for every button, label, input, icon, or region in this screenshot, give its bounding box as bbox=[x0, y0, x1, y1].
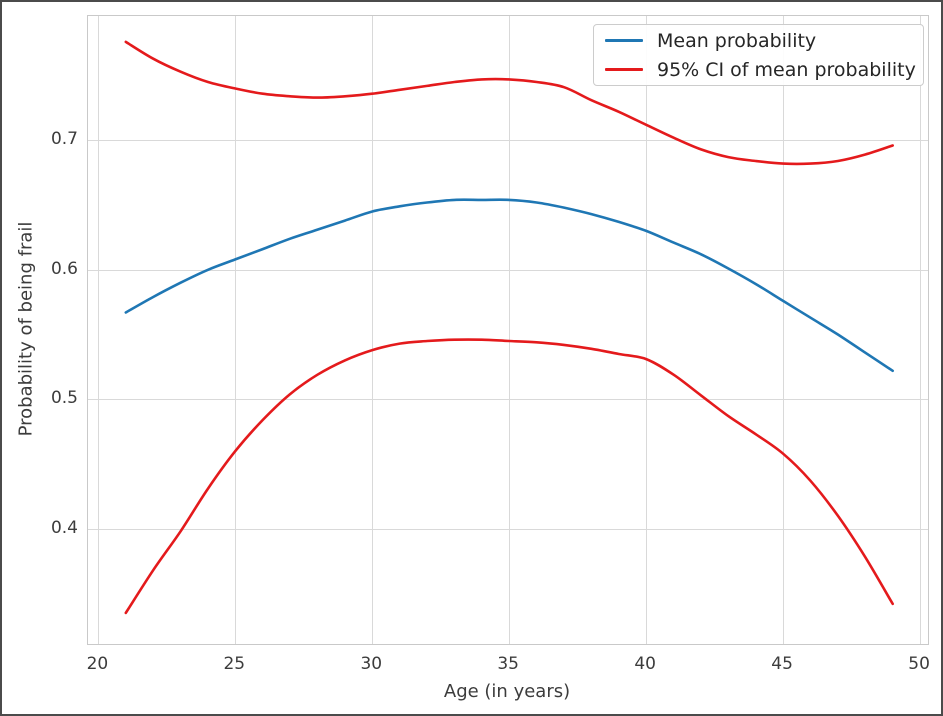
grid-layer bbox=[88, 16, 928, 644]
mean-probability-line bbox=[124, 198, 894, 373]
y-tick-label: 0.4 bbox=[50, 517, 78, 538]
x-tick-label: 30 bbox=[360, 654, 383, 674]
gridline-v bbox=[372, 16, 374, 644]
gridline-h bbox=[88, 269, 928, 271]
y-tick-label: 0.5 bbox=[50, 388, 78, 409]
legend: Mean probability 95% CI of mean probabil… bbox=[593, 24, 924, 86]
gridline-h bbox=[88, 399, 928, 401]
gridline-h bbox=[88, 140, 928, 142]
y-tick-label: 0.7 bbox=[50, 129, 78, 150]
gridline-v bbox=[920, 16, 922, 644]
gridline-v bbox=[783, 16, 785, 644]
gridline-v bbox=[646, 16, 648, 644]
ci-lower-line bbox=[124, 338, 894, 615]
y-tick-label: 0.6 bbox=[50, 258, 78, 279]
legend-label-mean: Mean probability bbox=[657, 29, 817, 52]
legend-item-ci: 95% CI of mean probability bbox=[594, 58, 923, 82]
x-tick-label: 20 bbox=[86, 654, 109, 674]
gridline-v bbox=[509, 16, 511, 644]
legend-item-mean: Mean probability bbox=[594, 29, 923, 53]
ci-upper-line bbox=[124, 40, 894, 166]
x-tick-label: 35 bbox=[497, 654, 520, 674]
legend-label-ci: 95% CI of mean probability bbox=[657, 58, 916, 81]
x-axis-label: Age (in years) bbox=[443, 681, 571, 702]
x-tick-label: 25 bbox=[223, 654, 246, 674]
gridline-v bbox=[235, 16, 237, 644]
ci-line-swatch bbox=[605, 68, 643, 71]
x-tick-label: 50 bbox=[908, 654, 930, 674]
gridline-v bbox=[98, 16, 100, 644]
mean-line-swatch bbox=[605, 39, 643, 42]
gridline-h bbox=[88, 528, 928, 530]
plot-area: Mean probability 95% CI of mean probabil… bbox=[87, 15, 929, 645]
x-tick-label: 45 bbox=[771, 654, 793, 674]
chart-canvas bbox=[124, 40, 894, 615]
x-tick-label: 40 bbox=[634, 654, 657, 674]
